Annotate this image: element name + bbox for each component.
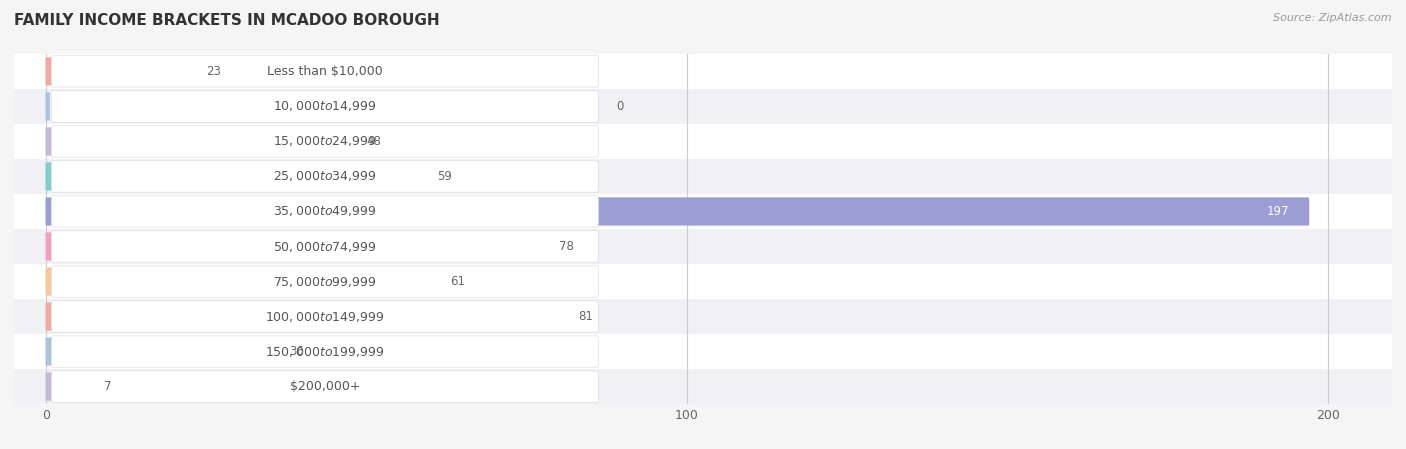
FancyBboxPatch shape — [45, 92, 49, 120]
FancyBboxPatch shape — [52, 301, 599, 332]
FancyBboxPatch shape — [14, 264, 1392, 299]
Text: 36: 36 — [290, 345, 305, 358]
FancyBboxPatch shape — [52, 126, 599, 157]
FancyBboxPatch shape — [14, 89, 1392, 124]
Text: $15,000 to $24,999: $15,000 to $24,999 — [273, 134, 377, 149]
Text: 78: 78 — [558, 240, 574, 253]
FancyBboxPatch shape — [14, 194, 1392, 229]
FancyBboxPatch shape — [45, 338, 277, 365]
Text: 61: 61 — [450, 275, 465, 288]
FancyBboxPatch shape — [52, 266, 599, 297]
Text: 59: 59 — [437, 170, 451, 183]
FancyBboxPatch shape — [45, 57, 194, 85]
Text: $35,000 to $49,999: $35,000 to $49,999 — [273, 204, 377, 219]
Text: 7: 7 — [104, 380, 111, 393]
Text: $75,000 to $99,999: $75,000 to $99,999 — [273, 274, 377, 289]
Text: Source: ZipAtlas.com: Source: ZipAtlas.com — [1274, 13, 1392, 23]
FancyBboxPatch shape — [45, 303, 565, 330]
FancyBboxPatch shape — [52, 161, 599, 192]
Text: 48: 48 — [367, 135, 381, 148]
Text: $150,000 to $199,999: $150,000 to $199,999 — [266, 344, 385, 359]
Text: FAMILY INCOME BRACKETS IN MCADOO BOROUGH: FAMILY INCOME BRACKETS IN MCADOO BOROUGH — [14, 13, 440, 28]
FancyBboxPatch shape — [52, 56, 599, 87]
FancyBboxPatch shape — [52, 336, 599, 367]
FancyBboxPatch shape — [14, 299, 1392, 334]
Text: $50,000 to $74,999: $50,000 to $74,999 — [273, 239, 377, 254]
Text: 0: 0 — [616, 100, 624, 113]
FancyBboxPatch shape — [52, 196, 599, 227]
FancyBboxPatch shape — [14, 159, 1392, 194]
FancyBboxPatch shape — [14, 334, 1392, 369]
FancyBboxPatch shape — [45, 268, 437, 295]
Text: 23: 23 — [207, 65, 221, 78]
FancyBboxPatch shape — [52, 231, 599, 262]
Text: 197: 197 — [1267, 205, 1289, 218]
FancyBboxPatch shape — [45, 128, 354, 155]
FancyBboxPatch shape — [52, 91, 599, 122]
Text: $10,000 to $14,999: $10,000 to $14,999 — [273, 99, 377, 114]
Text: $25,000 to $34,999: $25,000 to $34,999 — [273, 169, 377, 184]
FancyBboxPatch shape — [14, 54, 1392, 89]
FancyBboxPatch shape — [14, 124, 1392, 159]
Text: 81: 81 — [578, 310, 593, 323]
FancyBboxPatch shape — [52, 371, 599, 402]
FancyBboxPatch shape — [45, 373, 91, 401]
FancyBboxPatch shape — [14, 229, 1392, 264]
Text: Less than $10,000: Less than $10,000 — [267, 65, 382, 78]
FancyBboxPatch shape — [45, 163, 425, 190]
FancyBboxPatch shape — [45, 198, 1309, 225]
Text: $100,000 to $149,999: $100,000 to $149,999 — [266, 309, 385, 324]
FancyBboxPatch shape — [14, 369, 1392, 404]
Text: $200,000+: $200,000+ — [290, 380, 360, 393]
FancyBboxPatch shape — [45, 233, 547, 260]
